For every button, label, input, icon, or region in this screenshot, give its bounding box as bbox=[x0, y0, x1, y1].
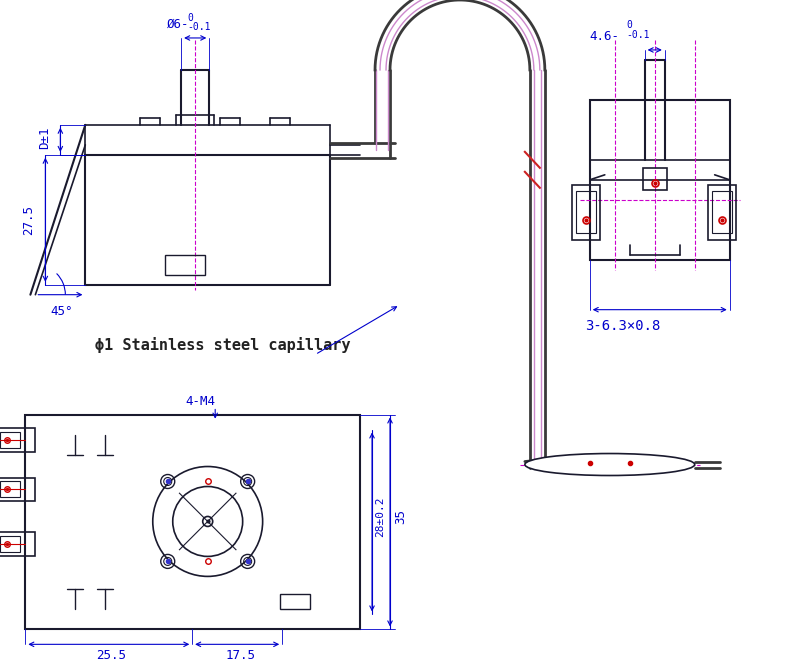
Bar bbox=[165, 255, 205, 274]
Text: -0.1: -0.1 bbox=[627, 30, 650, 40]
Text: 27.5: 27.5 bbox=[22, 205, 35, 235]
Text: 25.5: 25.5 bbox=[96, 649, 127, 662]
Bar bbox=[572, 185, 600, 240]
Ellipse shape bbox=[525, 453, 695, 475]
Bar bbox=[26, 414, 360, 629]
Bar bbox=[280, 595, 310, 609]
Text: 35: 35 bbox=[394, 509, 407, 524]
Text: 0: 0 bbox=[187, 13, 193, 23]
Text: 4-M4: 4-M4 bbox=[185, 394, 215, 408]
Bar bbox=[1, 481, 20, 497]
Bar bbox=[0, 477, 35, 501]
Text: 4.6-: 4.6- bbox=[589, 30, 620, 43]
Bar bbox=[1, 432, 20, 448]
Text: ϕ1 Stainless steel capillary: ϕ1 Stainless steel capillary bbox=[95, 337, 350, 353]
Bar bbox=[589, 100, 730, 260]
Bar bbox=[0, 428, 35, 452]
Bar bbox=[0, 532, 35, 556]
Text: 28±0.2: 28±0.2 bbox=[375, 496, 385, 537]
Bar bbox=[1, 536, 20, 552]
Text: 0: 0 bbox=[627, 20, 633, 30]
Bar bbox=[642, 168, 666, 190]
Text: 17.5: 17.5 bbox=[225, 649, 255, 662]
Bar bbox=[707, 185, 735, 240]
Text: 3-6.3×0.8: 3-6.3×0.8 bbox=[585, 319, 660, 333]
Text: Ø6-: Ø6- bbox=[168, 18, 190, 31]
Bar bbox=[711, 191, 731, 233]
Text: 45°: 45° bbox=[51, 305, 73, 318]
Bar bbox=[576, 191, 596, 233]
Text: D±1: D±1 bbox=[38, 127, 51, 149]
Text: -0.1: -0.1 bbox=[187, 22, 211, 32]
